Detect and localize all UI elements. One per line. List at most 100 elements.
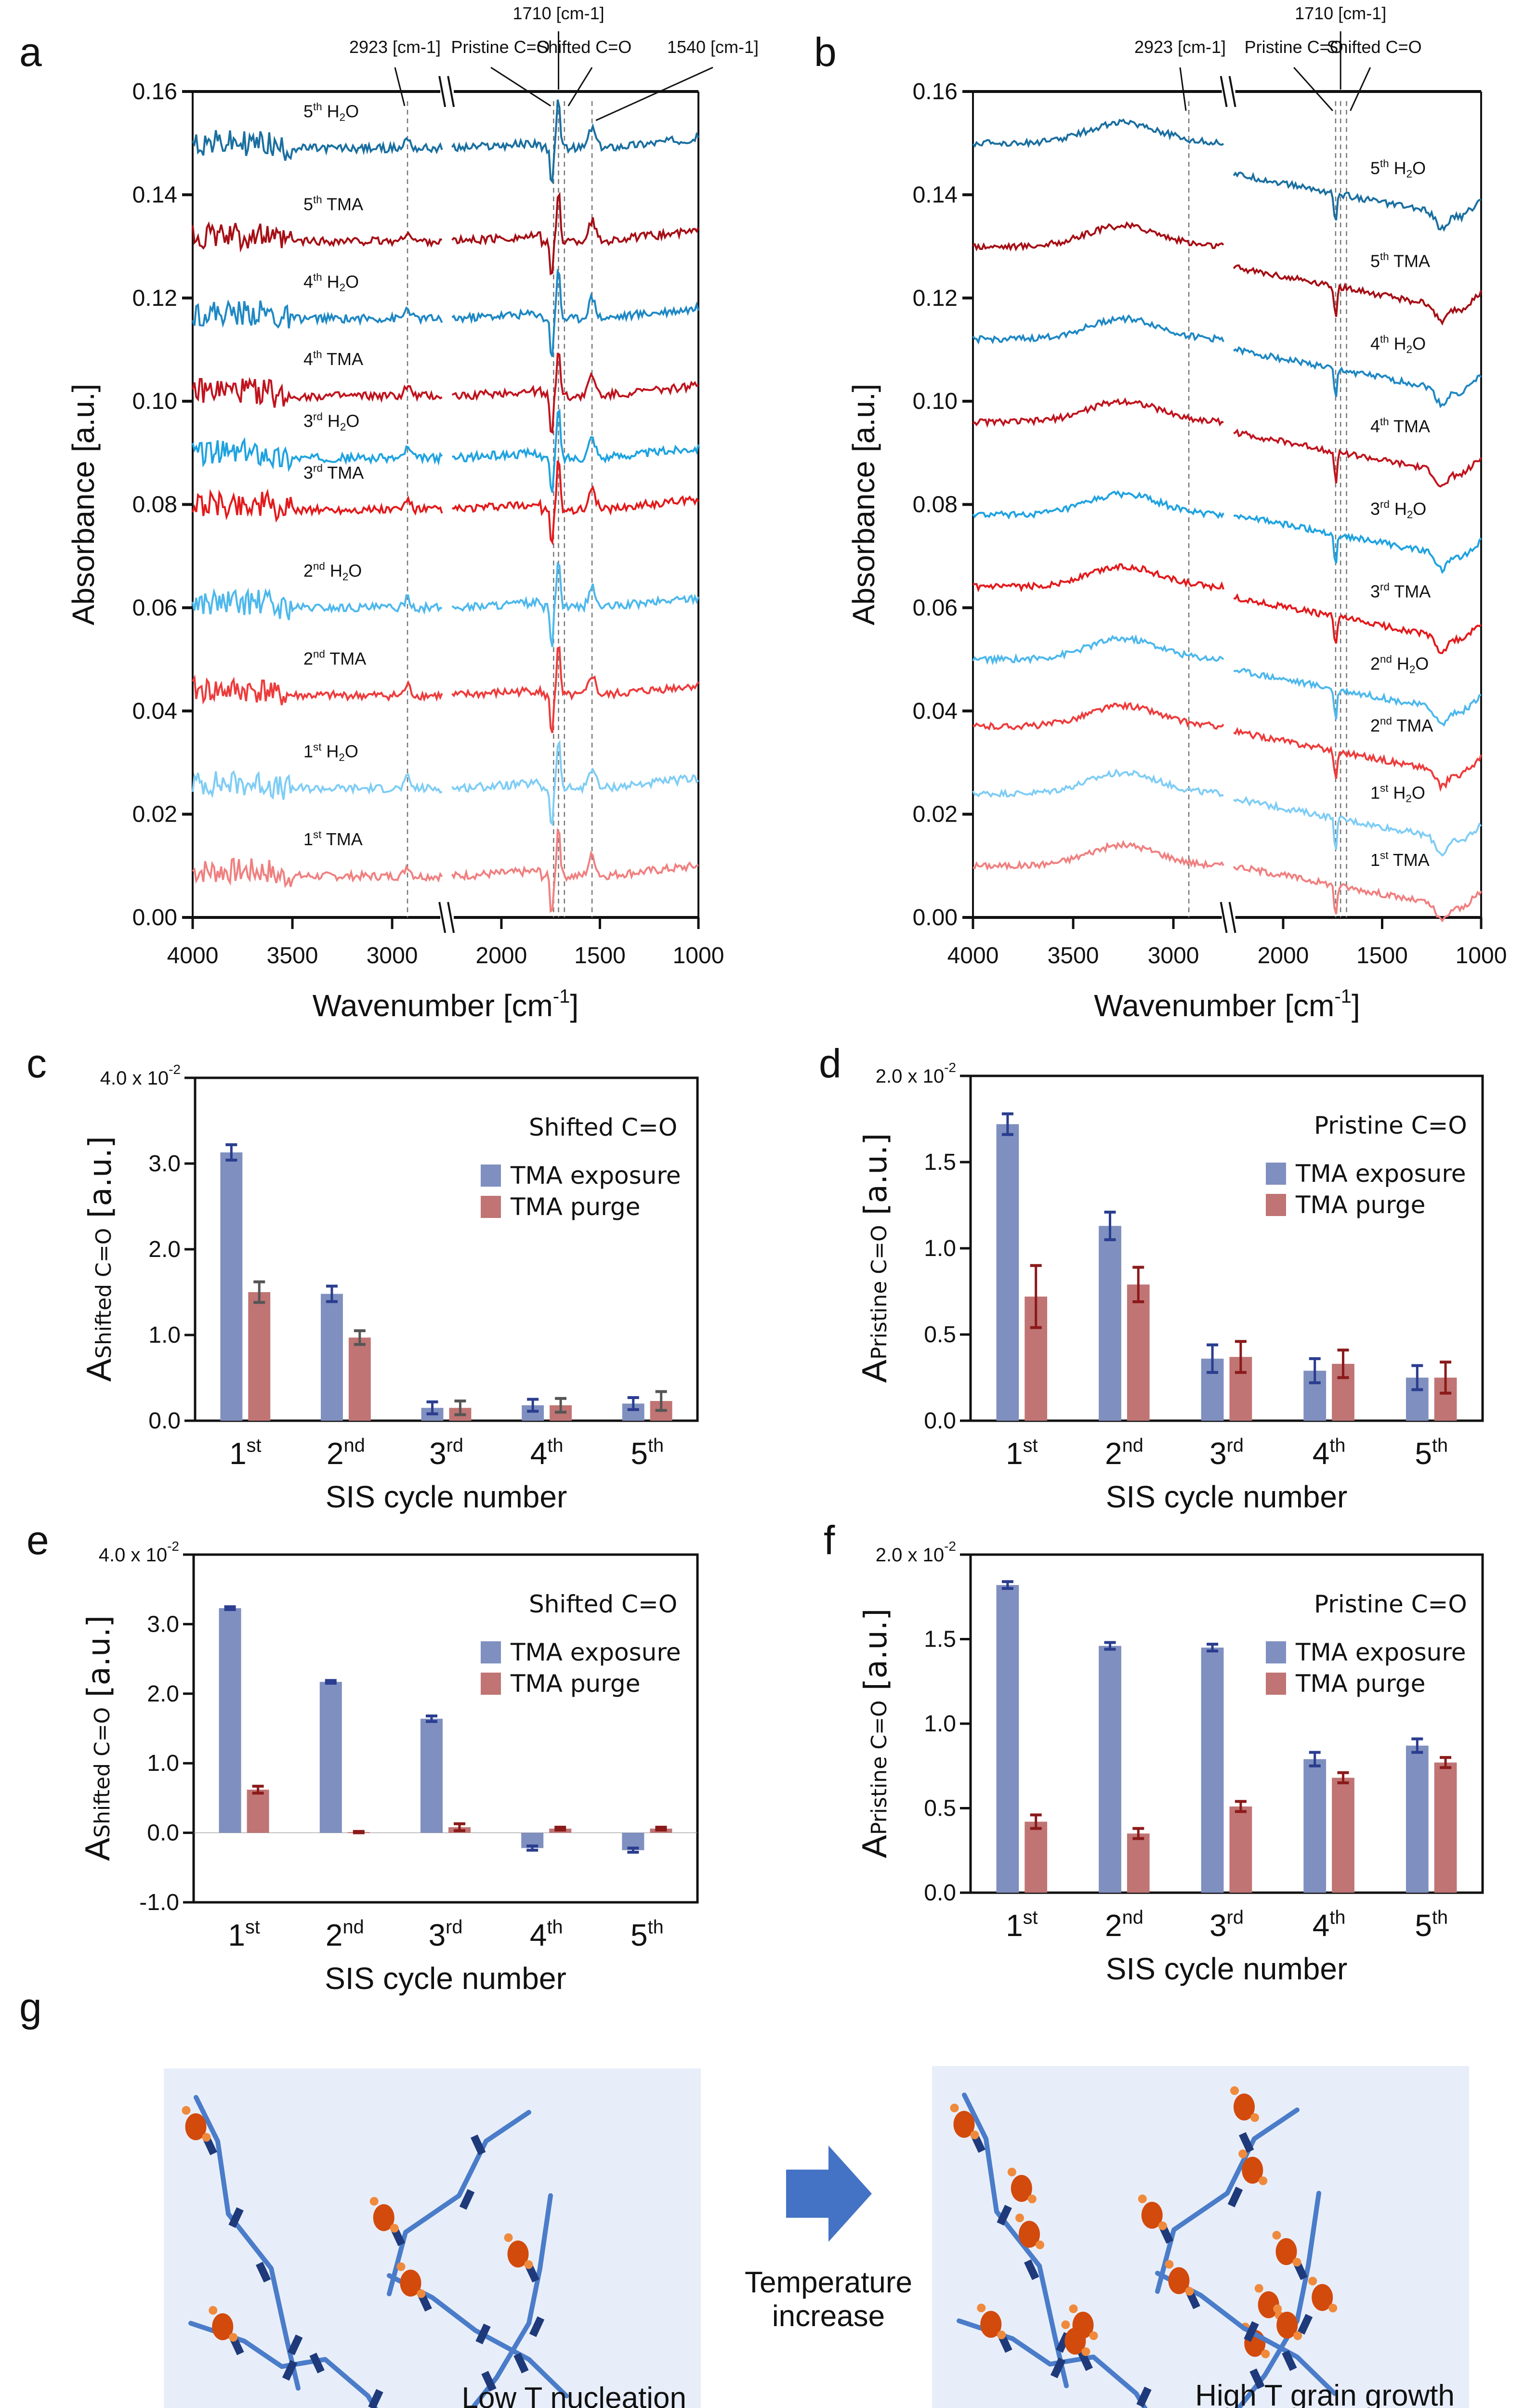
bar-purge: [1229, 1806, 1252, 1893]
bar-exposure: [1406, 1745, 1429, 1893]
series-label: 3rd H2O: [1370, 498, 1426, 521]
spectrum-line-right: [451, 739, 699, 827]
spectrum-line-left: [972, 701, 1224, 731]
o-atom: [369, 2197, 379, 2206]
al-atom: [1258, 2291, 1279, 2318]
y-tick-label: 0.08: [132, 492, 177, 518]
o-atom: [390, 2224, 399, 2233]
carbonyl-group: [309, 2353, 325, 2374]
al-atom: [1072, 2312, 1094, 2339]
carbonyl-group: [1227, 2186, 1243, 2208]
series-label: 3rd TMA: [303, 462, 364, 483]
x-tick-label: 5th: [631, 1435, 664, 1471]
carbonyl-group: [288, 2334, 303, 2356]
spectrum-line-left: [192, 857, 443, 888]
series-label: 5th H2O: [1370, 157, 1426, 180]
spectrum-line-left: [192, 770, 443, 800]
bar-exposure: [220, 1152, 243, 1421]
bar-exposure: [321, 1294, 343, 1421]
o-atom: [1081, 2347, 1090, 2356]
panel-label-c: c: [26, 1041, 47, 1086]
legend-label: TMA exposure: [510, 1638, 681, 1666]
carbonyl-group: [481, 2370, 497, 2392]
y-tick-label: 0.10: [132, 389, 177, 414]
y-axis-label: AShifted C=O [a.u.]: [79, 1615, 117, 1861]
bar-purge: [1127, 1284, 1150, 1421]
o-atom: [1027, 2195, 1037, 2203]
low-t-box: [164, 2068, 701, 2408]
o-atom: [1261, 2349, 1270, 2358]
o-atom: [1259, 2176, 1268, 2186]
carbonyl-group: [368, 2389, 383, 2408]
o-atom: [1185, 2287, 1194, 2296]
x-axis-label: Wavenumber [cm-1]: [1094, 986, 1360, 1023]
spectrum-line-left: [972, 397, 1224, 428]
legend-swatch: [1266, 1163, 1286, 1185]
o-atom: [1165, 2260, 1174, 2269]
spectrum-line-left: [192, 130, 443, 161]
x-tick-label: 2nd: [326, 1916, 364, 1952]
panel-label-f: f: [824, 1518, 835, 1563]
bar-exposure: [219, 1608, 241, 1833]
x-axis-label: SIS cycle number: [326, 1479, 567, 1514]
al-atom: [373, 2204, 394, 2231]
series-label: 5th H2O: [303, 101, 359, 123]
y-tick-label: 2.0: [148, 1237, 181, 1262]
annotation-1710: 1710 [cm-1]: [513, 3, 604, 23]
x-tick-label: 1500: [1356, 943, 1408, 968]
x-axis-label: SIS cycle number: [1106, 1951, 1348, 1986]
y-tick-label: 0.14: [132, 182, 177, 208]
legend-swatch: [1266, 1673, 1286, 1695]
spectrum-line-left: [192, 221, 443, 253]
al-atom: [1276, 2312, 1298, 2339]
series-label: 4th H2O: [303, 271, 359, 294]
axis-break-mark: [1228, 902, 1236, 933]
series-label: 5th TMA: [303, 194, 363, 214]
carbonyl-group: [459, 2189, 475, 2210]
spectrum-line-left: [192, 437, 443, 472]
o-atom: [504, 2233, 513, 2242]
pmma-chain: [1155, 2107, 1300, 2294]
spectra-panel-b: 0.00 0.02 0.04 0.06 0.08 0.10 0.12 0.14 0.16 4000…: [846, 3, 1507, 1023]
y-tick-label: 0.0: [148, 1408, 181, 1434]
spectrum-line-left: [192, 674, 443, 706]
spectrum-line-left: [972, 118, 1224, 148]
bar-purge: [348, 1337, 371, 1421]
spectrum-line-right: [451, 460, 699, 546]
x-tick-label: 3500: [1048, 943, 1099, 968]
x-axis-label: SIS cycle number: [1106, 1479, 1348, 1514]
panel-label-a: a: [19, 29, 42, 75]
al-atom: [1275, 2238, 1297, 2265]
spectrum-line-right: [1233, 864, 1482, 923]
temperature-arrow-icon: [786, 2146, 872, 2242]
x-tick-label: 4th: [1313, 1907, 1346, 1943]
annotation-1540: 1540 [cm-1]: [667, 37, 759, 57]
bar-exposure: [996, 1585, 1019, 1893]
pmma-chain: [962, 2093, 1069, 2388]
o-atom: [997, 2330, 1006, 2340]
carbonyl-group: [228, 2207, 244, 2228]
x-tick-label: 4000: [947, 943, 999, 968]
bar-panel-d: 2.0 x 10-2 0.0 0.5 1.0 1.5 SIS cycle number AP…: [855, 1060, 1484, 1514]
carbonyl-group: [1244, 2321, 1259, 2342]
y-tick-label: 0.06: [132, 595, 177, 621]
annotation-pristine: Pristine C=O: [1245, 37, 1343, 57]
o-atom: [202, 2133, 211, 2142]
y-axis-label: Absorbance [a.u.]: [846, 384, 881, 626]
spectrum-line-right: [452, 408, 699, 493]
y-tick-label: 0.10: [913, 389, 958, 414]
spectrum-line-right: [1233, 346, 1482, 408]
legend-label: TMA purge: [1295, 1670, 1425, 1698]
annotation-arrow: [1293, 66, 1334, 112]
carbonyl-group: [1249, 2368, 1265, 2389]
al-atom: [185, 2113, 207, 2140]
bar-purge: [1127, 1833, 1150, 1893]
y-tick-label: 1.0: [147, 1751, 179, 1776]
annotation-arrow: [595, 66, 713, 121]
o-atom: [1015, 2213, 1024, 2223]
o-atom: [1036, 2240, 1044, 2250]
bar-exposure: [1201, 1648, 1224, 1893]
y-tick-label: 0.12: [132, 286, 177, 311]
series-label: 2nd H2O: [303, 560, 362, 583]
o-atom: [1250, 2113, 1259, 2122]
